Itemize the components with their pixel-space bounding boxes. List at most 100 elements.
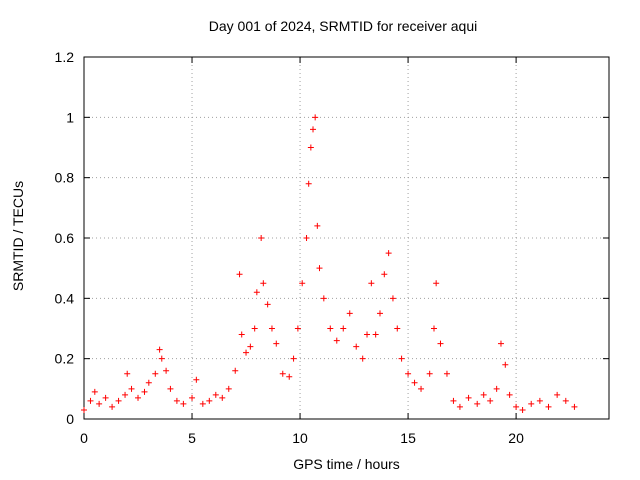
data-point xyxy=(102,394,109,401)
data-point xyxy=(299,280,306,287)
data-point xyxy=(450,397,457,404)
y-tick-label: 0 xyxy=(66,411,74,427)
x-axis-label: GPS time / hours xyxy=(293,456,400,472)
data-point xyxy=(493,385,500,392)
data-point xyxy=(554,391,561,398)
data-point xyxy=(268,325,275,332)
data-point xyxy=(307,144,314,151)
data-point xyxy=(465,394,472,401)
data-point xyxy=(273,340,280,347)
data-point xyxy=(264,301,271,308)
data-point xyxy=(426,370,433,377)
data-point xyxy=(376,310,383,317)
data-point xyxy=(405,370,412,377)
data-point xyxy=(135,394,142,401)
data-point xyxy=(545,403,552,410)
data-point xyxy=(487,397,494,404)
x-tick-label: 5 xyxy=(188,430,196,446)
data-point xyxy=(353,343,360,350)
data-point xyxy=(189,394,196,401)
data-point xyxy=(91,388,98,395)
data-point xyxy=(163,367,170,374)
data-point xyxy=(279,370,286,377)
data-point xyxy=(372,331,379,338)
data-point xyxy=(513,403,520,410)
data-point xyxy=(474,400,481,407)
data-point xyxy=(333,337,340,344)
data-point xyxy=(312,114,319,121)
plot-frame xyxy=(83,56,610,420)
data-point xyxy=(81,406,87,413)
data-point xyxy=(320,295,327,302)
data-point xyxy=(247,343,254,350)
data-point xyxy=(199,400,206,407)
y-tick-label: 0.2 xyxy=(55,351,75,367)
y-axis-label: SRMTID / TECUs xyxy=(10,180,26,292)
data-point xyxy=(141,388,148,395)
data-point xyxy=(180,400,187,407)
data-point xyxy=(346,310,353,317)
data-point xyxy=(124,370,131,377)
x-tick-label: 0 xyxy=(80,430,88,446)
data-point xyxy=(364,331,371,338)
data-point xyxy=(253,289,260,296)
data-point xyxy=(418,385,425,392)
data-point xyxy=(236,271,243,278)
data-point xyxy=(238,331,245,338)
x-tick-label: 15 xyxy=(400,430,416,446)
data-point xyxy=(173,397,180,404)
chart-title: Day 001 of 2024, SRMTID for receiver aqu… xyxy=(208,18,478,34)
data-point xyxy=(502,361,509,368)
data-point xyxy=(497,340,504,347)
data-point xyxy=(443,370,450,377)
data-point xyxy=(156,346,163,353)
data-point xyxy=(398,355,405,362)
data-point xyxy=(96,400,103,407)
data-point xyxy=(316,265,323,272)
data-point xyxy=(431,325,437,332)
data-point xyxy=(152,370,159,377)
data-point xyxy=(327,325,334,332)
data-point xyxy=(145,379,152,386)
data-point xyxy=(305,180,312,187)
data-point xyxy=(128,385,135,392)
data-point xyxy=(243,349,250,356)
data-point xyxy=(385,250,392,257)
data-point xyxy=(193,376,200,383)
data-point xyxy=(87,397,94,404)
data-point xyxy=(437,340,444,347)
data-point xyxy=(167,385,174,392)
y-tick-label: 0.6 xyxy=(55,230,75,246)
data-point xyxy=(258,235,265,241)
x-tick-label: 20 xyxy=(508,430,524,446)
data-point xyxy=(251,325,258,332)
data-point xyxy=(506,391,513,398)
data-point xyxy=(260,280,267,287)
data-point xyxy=(528,400,535,407)
data-point xyxy=(536,397,543,404)
data-point xyxy=(411,379,418,386)
data-point xyxy=(394,325,401,332)
data-point xyxy=(456,403,463,410)
data-point xyxy=(381,271,388,278)
data-point xyxy=(232,367,239,374)
data-point xyxy=(359,355,366,362)
data-point xyxy=(109,403,116,410)
data-point xyxy=(115,397,122,404)
y-tick-label: 0.4 xyxy=(55,290,75,306)
data-point xyxy=(314,222,321,229)
data-point xyxy=(389,295,396,302)
data-point xyxy=(225,385,232,392)
data-point xyxy=(433,280,440,287)
data-point xyxy=(158,355,165,362)
data-point xyxy=(212,391,219,398)
data-point xyxy=(206,397,213,404)
y-tick-label: 0.8 xyxy=(55,170,75,186)
data-point xyxy=(562,397,569,404)
data-point xyxy=(571,403,578,410)
data-point xyxy=(290,355,297,362)
y-tick-label: 1 xyxy=(66,109,74,125)
y-tick-label: 1.2 xyxy=(55,49,75,65)
data-point xyxy=(310,126,317,133)
